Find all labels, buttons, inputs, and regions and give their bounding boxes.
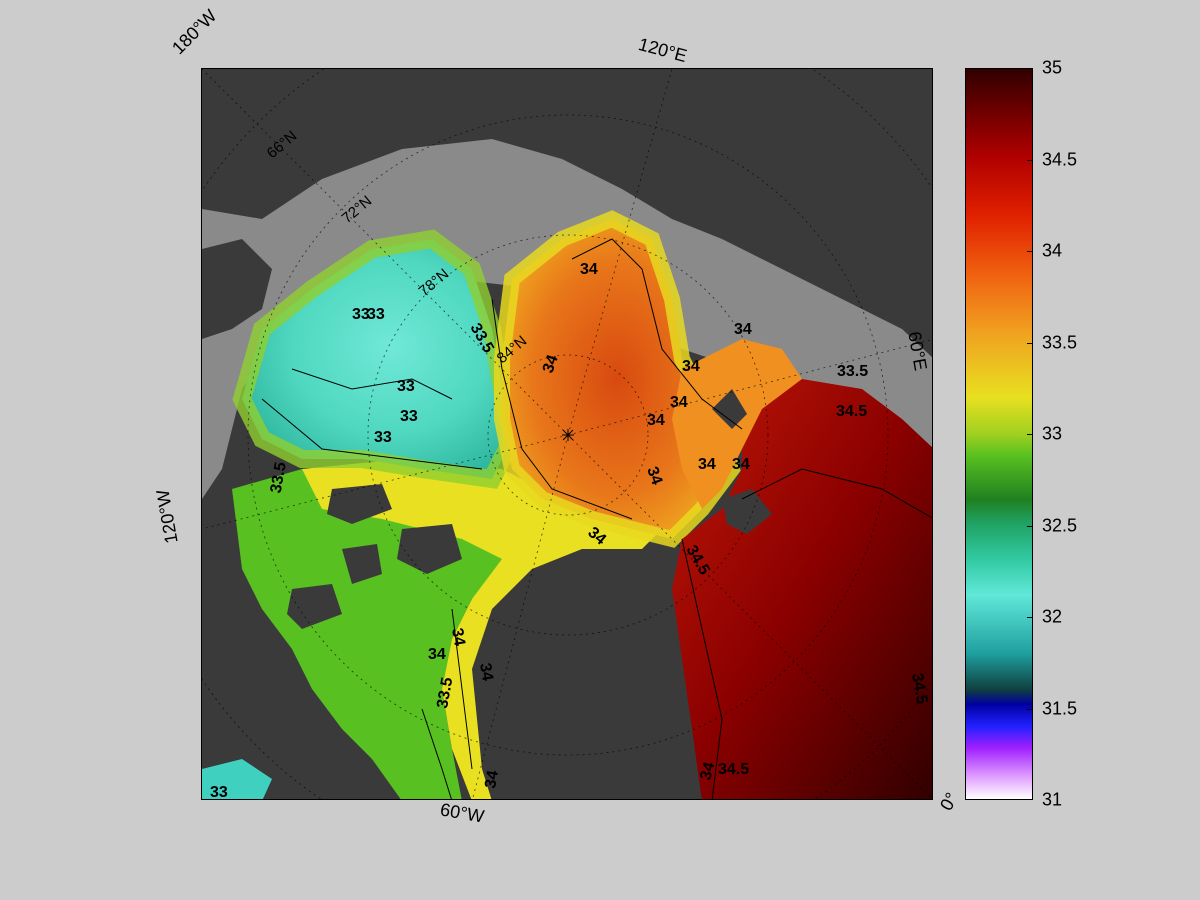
contour-label-34: 34 <box>448 627 468 648</box>
colorbar-tick-31: 31 <box>1042 789 1063 810</box>
contour-label-33.5: 33.5 <box>837 363 868 380</box>
contour-label-34.5: 34.5 <box>718 761 749 778</box>
contour-label-33: 33 <box>374 429 392 446</box>
contour-label-33: 33 <box>400 408 418 425</box>
colorbar-tickmark <box>1027 343 1033 344</box>
arch-island-3 <box>342 544 382 584</box>
colorbar-tick-32.5: 32.5 <box>1042 515 1078 536</box>
contour-label-34: 34 <box>482 769 502 790</box>
contour-label-33: 33 <box>397 378 415 395</box>
shelf-region <box>202 139 932 499</box>
arch-island-2 <box>397 524 462 574</box>
contour-label-33: 33 <box>210 784 228 800</box>
contour-label-34: 34 <box>697 760 718 782</box>
colorbar-tickmark <box>1027 251 1033 252</box>
graticule <box>202 69 932 799</box>
colorbar-tickmark <box>1027 160 1033 161</box>
map-canvas: 66°N 72°N 78°N 84°N 33 33 33 33 33 33 33… <box>202 69 932 800</box>
yellow-band <box>302 459 662 799</box>
alaska-land <box>202 239 272 339</box>
eurasian-basin <box>502 219 732 539</box>
contour-label-34.5: 34.5 <box>836 403 867 420</box>
contour-label-33.5: 33.5 <box>268 461 290 495</box>
franz-josef <box>722 489 772 534</box>
lon-label-0: 0° <box>936 789 962 814</box>
colorbar-tick-31.5: 31.5 <box>1042 698 1078 719</box>
salinity-map: 66°N 72°N 78°N 84°N 33 33 33 33 33 33 33… <box>201 68 933 800</box>
colorbar-tickmark <box>1027 526 1033 527</box>
contour-label-34.5: 34.5 <box>908 672 930 706</box>
svalbard <box>712 389 747 429</box>
north-pole-marker <box>562 429 574 441</box>
lon-label-120e: 120°E <box>636 33 690 67</box>
arch-island-4 <box>287 584 342 629</box>
lon-label-180w: 180°W <box>168 5 221 59</box>
contour-label-34: 34 <box>732 456 750 473</box>
nordic-seas <box>672 379 932 799</box>
contour-label-34: 34 <box>476 662 496 683</box>
contour-label-34: 34 <box>682 358 700 375</box>
green-band <box>232 469 542 799</box>
colorbar-tickmark <box>1027 434 1033 435</box>
arch-island-1 <box>327 484 392 524</box>
colorbar-tickmark <box>1027 709 1033 710</box>
colorbar-tick-32: 32 <box>1042 606 1063 627</box>
lon-label-120w: 120°W <box>152 488 182 545</box>
pacific-patch <box>202 759 272 799</box>
contour-label-34: 34 <box>647 412 665 429</box>
contour-label-33.5: 33.5 <box>434 676 456 710</box>
colorbar-tick-34: 34 <box>1042 240 1063 261</box>
colorbar-tickmark <box>1027 617 1033 618</box>
contour-label-34: 34 <box>540 353 562 376</box>
contour-label-34: 34 <box>428 646 446 663</box>
lon-label-60w: 60°W <box>438 799 486 827</box>
contour-label-33: 33 <box>352 306 370 323</box>
colorbar-tick-33.5: 33.5 <box>1042 332 1078 353</box>
colorbar-tick-35: 35 <box>1042 57 1063 78</box>
contour-label-34: 34 <box>670 394 688 411</box>
colorbar-tick-33: 33 <box>1042 423 1063 444</box>
colorbar-tick-34.5: 34.5 <box>1042 149 1078 170</box>
contours <box>261 238 932 799</box>
contour-label-34: 34 <box>643 465 665 488</box>
contour-label-34: 34 <box>580 261 598 278</box>
colorbar <box>965 68 1033 800</box>
contour-label-33: 33 <box>367 306 385 323</box>
contour-label-34: 34 <box>698 456 716 473</box>
greenland <box>482 539 682 799</box>
contour-label-34: 34 <box>734 321 752 338</box>
